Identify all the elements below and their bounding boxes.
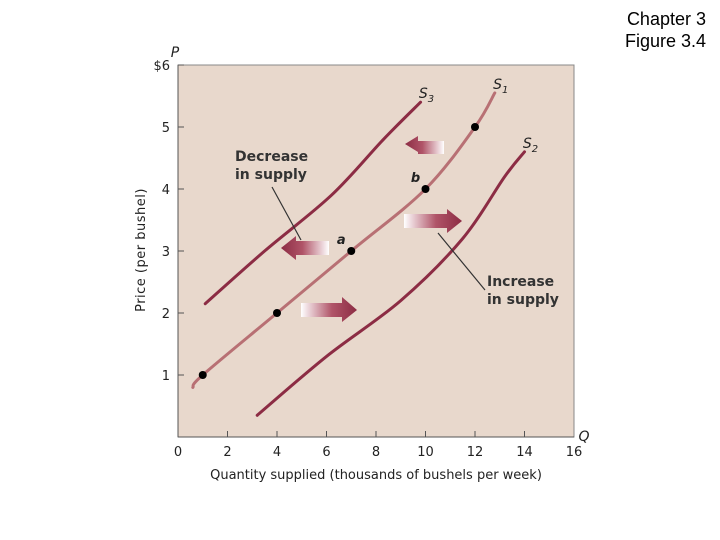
y-tick-label: 1 bbox=[162, 369, 170, 384]
x-tick-labels: 0 2 4 6 8 10 12 14 16 bbox=[174, 431, 582, 460]
x-axis-symbol: Q bbox=[578, 429, 589, 445]
data-point bbox=[198, 371, 207, 379]
decrease-pointer-line bbox=[271, 186, 302, 241]
x-tick-label: 12 bbox=[467, 445, 484, 460]
data-point bbox=[421, 185, 430, 193]
supply-curve-s2 bbox=[255, 150, 526, 417]
increase-annotation-line2: in supply bbox=[487, 292, 559, 308]
shift-arrow-left-upper bbox=[405, 136, 444, 154]
data-point bbox=[273, 309, 281, 317]
y-tick-labels: 1 2 3 4 5 $6 bbox=[153, 59, 184, 384]
point-label-a: a bbox=[337, 233, 346, 248]
y-axis-symbol: P bbox=[171, 45, 180, 61]
x-tick-label: 16 bbox=[566, 445, 583, 460]
decrease-annotation-line1: Decrease bbox=[235, 149, 308, 165]
y-tick-label: 2 bbox=[162, 307, 170, 322]
shift-arrow-right-lower bbox=[301, 297, 357, 322]
data-points: ab bbox=[198, 123, 479, 379]
curve-label-s1: S1 bbox=[493, 77, 508, 96]
increase-annotation-line1: Increase bbox=[487, 274, 554, 290]
x-tick-label: 14 bbox=[516, 445, 533, 460]
shift-arrow-left-lower bbox=[281, 236, 329, 260]
x-tick-label: 6 bbox=[322, 445, 330, 460]
x-tick-label: 4 bbox=[273, 445, 281, 460]
x-tick-label: 0 bbox=[174, 445, 182, 460]
y-tick-label: 5 bbox=[162, 121, 170, 136]
shift-arrow-right-upper bbox=[404, 209, 462, 233]
x-tick-label: 8 bbox=[372, 445, 380, 460]
data-point bbox=[347, 247, 356, 255]
y-axis-label: Price (per bushel) bbox=[134, 188, 149, 312]
x-tick-label: 10 bbox=[417, 445, 434, 460]
chapter-label: Chapter 3 bbox=[626, 9, 706, 29]
x-tick-label: 2 bbox=[223, 445, 231, 460]
y-tick-label: $6 bbox=[153, 59, 170, 74]
y-tick-label: 3 bbox=[162, 245, 170, 260]
shift-arrows bbox=[281, 136, 462, 322]
supply-curve-s3 bbox=[203, 100, 423, 306]
annotations: Decrease in supply Increase in supply bbox=[235, 149, 559, 308]
curve-labels: S1 S2 S3 bbox=[419, 77, 538, 155]
figure-label: Figure 3.4 bbox=[624, 31, 706, 51]
curve-label-s3: S3 bbox=[419, 86, 434, 105]
y-tick-label: 4 bbox=[162, 183, 170, 198]
increase-pointer-line bbox=[437, 232, 486, 291]
x-axis-label: Quantity supplied (thousands of bushels … bbox=[210, 468, 542, 483]
curve-label-s2: S2 bbox=[523, 136, 538, 155]
data-point bbox=[471, 123, 479, 131]
plot-background bbox=[177, 64, 575, 438]
point-label-b: b bbox=[411, 171, 420, 186]
slide-title: Chapter 3 Figure 3.4 bbox=[625, 8, 706, 52]
decrease-annotation-line2: in supply bbox=[235, 167, 307, 183]
